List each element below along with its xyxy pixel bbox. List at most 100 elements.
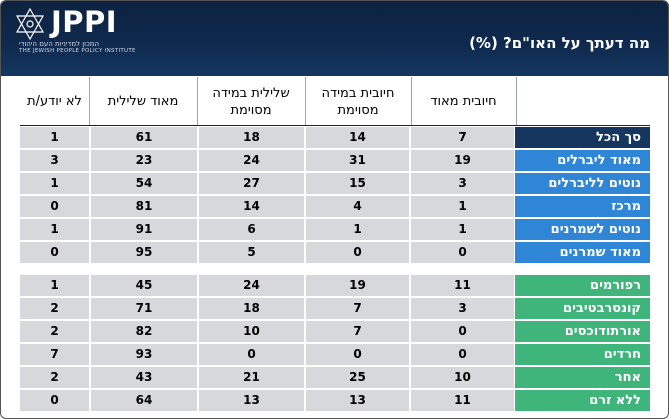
- row-label: אחר: [515, 367, 650, 388]
- column-header-dont-know: לא יודע/ת: [27, 94, 82, 110]
- row-label: מרכז: [515, 196, 650, 217]
- column-header-somewhat-negative: שלילית במידה מסוימת: [212, 86, 290, 118]
- table-cell: 7: [411, 127, 514, 148]
- table-cell: 93: [91, 344, 197, 365]
- table-cell: 64: [91, 390, 197, 411]
- table-cell: 0: [306, 242, 409, 263]
- table-cell: 0: [20, 242, 89, 263]
- table-cell: 25: [306, 367, 409, 388]
- table-cell: 61: [91, 127, 197, 148]
- table-cell: 11: [411, 275, 514, 296]
- table-cell: 23: [91, 150, 197, 171]
- row-label: סך הכל: [515, 127, 650, 148]
- table-row: 3 7 18 71 2 קונסרבטיבים: [20, 298, 650, 319]
- table-cell: 7: [306, 298, 409, 319]
- table-cell: 18: [199, 298, 304, 319]
- row-label: נוטים לשמרנים: [515, 219, 650, 240]
- row-label: אורתודוכסים: [515, 321, 650, 342]
- table-row: 3 15 27 54 1 נוטים לליברלים: [20, 173, 650, 194]
- table-cell: 0: [20, 196, 89, 217]
- column-divider: [89, 77, 90, 125]
- table-cell: 2: [20, 367, 89, 388]
- table-cell: 2: [20, 298, 89, 319]
- table-cell: 0: [20, 390, 89, 411]
- table-row: 0 0 5 95 0 מאוד שמרנים: [20, 242, 650, 263]
- table-cell: 24: [199, 150, 304, 171]
- table-row: 0 0 0 93 7 חרדים: [20, 344, 650, 365]
- table-cell: 24: [199, 275, 304, 296]
- table-cell: 14: [199, 196, 304, 217]
- table-cell: 3: [411, 173, 514, 194]
- table-cell: 31: [306, 150, 409, 171]
- logo-subtitle-en: THE JEWISH PEOPLE POLICY INSTITUTE: [19, 48, 136, 54]
- table-cell: 7: [20, 344, 89, 365]
- table-row: 11 13 13 64 0 ללא זרם: [20, 390, 650, 411]
- table-cell: 15: [306, 173, 409, 194]
- table-cell: 0: [411, 321, 514, 342]
- table-cell: 18: [199, 127, 304, 148]
- table-cell: 3: [411, 298, 514, 319]
- table-row: 0 7 10 82 2 אורתודוכסים: [20, 321, 650, 342]
- table-cell: 82: [91, 321, 197, 342]
- table-row: 11 19 24 45 1 רפורמים: [20, 275, 650, 296]
- column-divider: [516, 77, 517, 125]
- column-divider: [305, 77, 306, 125]
- table-cell: 14: [306, 127, 409, 148]
- table-cell: 54: [91, 173, 197, 194]
- header-separator: [20, 125, 650, 126]
- table-cell: 19: [411, 150, 514, 171]
- table-cell: 11: [411, 390, 514, 411]
- table-cell: 10: [411, 367, 514, 388]
- table-cell: 0: [199, 344, 304, 365]
- table-cell: 1: [411, 196, 514, 217]
- table-row: 10 25 21 43 2 אחר: [20, 367, 650, 388]
- page-title: מה דעתך על האו"ם? (%): [469, 34, 650, 52]
- logo-subtitle-he: המכון למדיניות העם היהודי: [19, 40, 100, 48]
- table-cell: 19: [306, 275, 409, 296]
- table-cell: 1: [20, 173, 89, 194]
- row-label: קונסרבטיבים: [515, 298, 650, 319]
- table-cell: 21: [199, 367, 304, 388]
- table-row: 7 14 18 61 1 סך הכל: [20, 127, 650, 148]
- table-cell: 0: [411, 344, 514, 365]
- column-divider: [197, 77, 198, 125]
- row-label: חרדים: [515, 344, 650, 365]
- row-label: רפורמים: [515, 275, 650, 296]
- table-row: 1 4 14 81 0 מרכז: [20, 196, 650, 217]
- table-cell: 1: [306, 219, 409, 240]
- table-row: 1 1 6 91 1 נוטים לשמרנים: [20, 219, 650, 240]
- table-cell: 45: [91, 275, 197, 296]
- table-cell: 7: [306, 321, 409, 342]
- table-cell: 27: [199, 173, 304, 194]
- column-header-very-negative: מאוד שלילית: [107, 94, 179, 110]
- logo-name: JPPI: [51, 5, 118, 39]
- row-label: נוטים לליברלים: [515, 173, 650, 194]
- header-bar: JPPI המכון למדיניות העם היהודי THE JEWIS…: [1, 1, 668, 76]
- star-logo-icon: [15, 7, 45, 41]
- table-cell: 13: [306, 390, 409, 411]
- column-header-very-positive: חיובית מאוד: [430, 94, 497, 110]
- table-cell: 10: [199, 321, 304, 342]
- table-cell: 4: [306, 196, 409, 217]
- table-cell: 5: [199, 242, 304, 263]
- table-cell: 6: [199, 219, 304, 240]
- table-cell: 1: [20, 219, 89, 240]
- table-cell: 1: [20, 127, 89, 148]
- table-cell: 91: [91, 219, 197, 240]
- table-cell: 81: [91, 196, 197, 217]
- row-label: מאוד שמרנים: [515, 242, 650, 263]
- table-cell: 2: [20, 321, 89, 342]
- table-row: 19 31 24 23 3 מאוד ליברלים: [20, 150, 650, 171]
- table-cell: 13: [199, 390, 304, 411]
- row-label: ללא זרם: [515, 390, 650, 411]
- column-header-somewhat-positive: חיובית במידה מסוימת: [321, 86, 395, 118]
- table-cell: 0: [411, 242, 514, 263]
- table-cell: 0: [306, 344, 409, 365]
- column-divider: [411, 77, 412, 125]
- row-label: מאוד ליברלים: [515, 150, 650, 171]
- table-cell: 1: [411, 219, 514, 240]
- table-cell: 3: [20, 150, 89, 171]
- table-cell: 95: [91, 242, 197, 263]
- table-cell: 43: [91, 367, 197, 388]
